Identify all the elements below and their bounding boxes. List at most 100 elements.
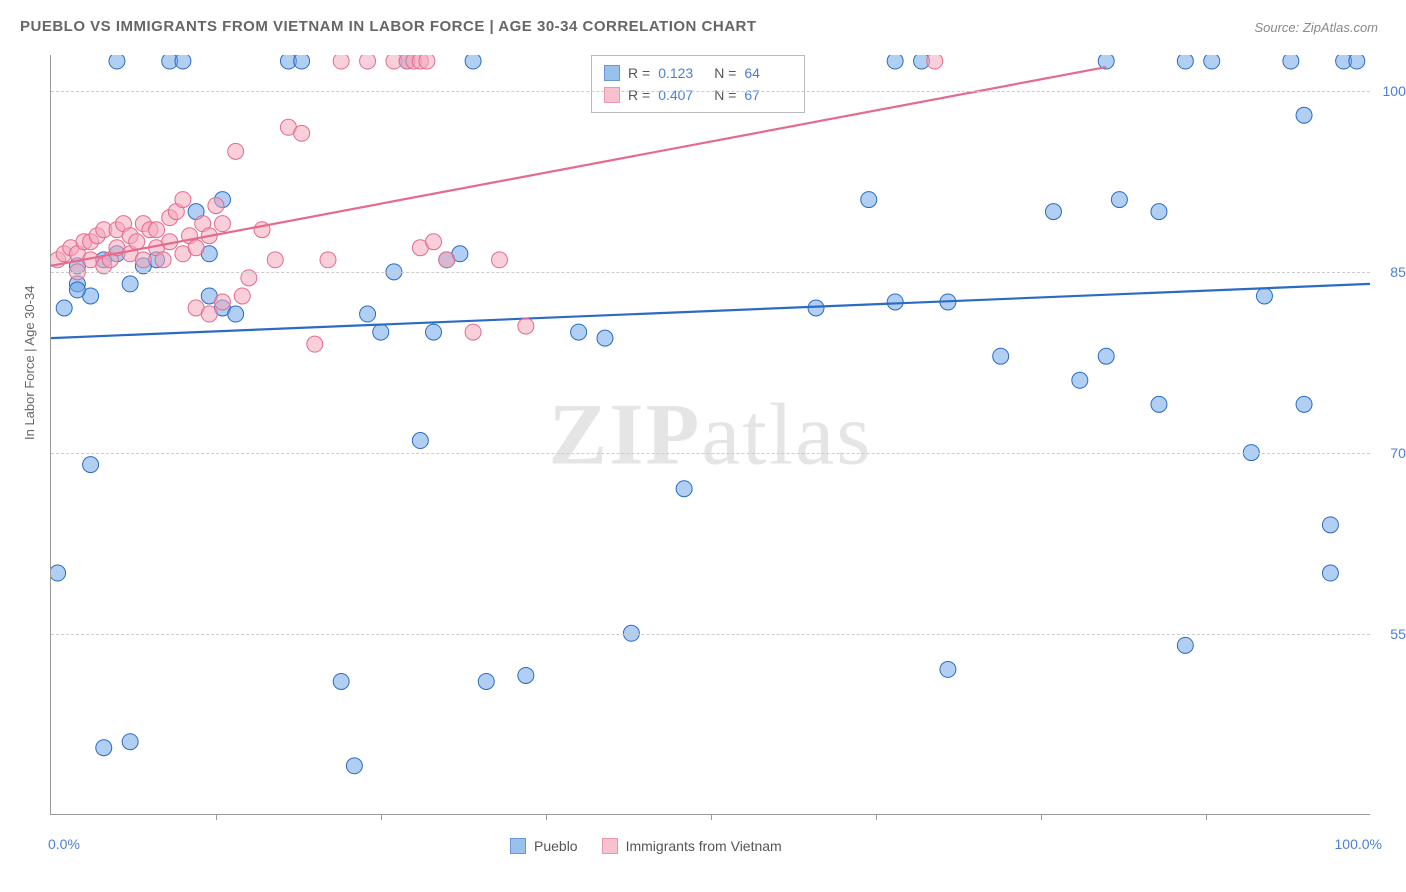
gridline [51, 272, 1370, 273]
plot-svg [51, 55, 1370, 814]
data-point [1151, 204, 1167, 220]
data-point [426, 324, 442, 340]
data-point [1204, 55, 1220, 69]
data-point [360, 306, 376, 322]
stats-row-pueblo: R = 0.123 N = 64 [604, 62, 792, 84]
y-tick-label: 100.0% [1383, 83, 1406, 99]
data-point [1256, 288, 1272, 304]
data-point [571, 324, 587, 340]
data-point [426, 234, 442, 250]
data-point [419, 55, 435, 69]
data-point [887, 55, 903, 69]
data-point [214, 216, 230, 232]
data-point [1177, 637, 1193, 653]
data-point [228, 143, 244, 159]
data-point [96, 740, 112, 756]
data-point [1322, 565, 1338, 581]
x-tick [876, 814, 877, 820]
data-point [1098, 55, 1114, 69]
data-point [927, 55, 943, 69]
data-point [465, 55, 481, 69]
data-point [69, 282, 85, 298]
plot-area: ZIPatlas R = 0.123 N = 64 R = 0.407 N = … [50, 55, 1370, 815]
data-point [1151, 396, 1167, 412]
data-point [294, 125, 310, 141]
data-point [412, 433, 428, 449]
data-point [518, 667, 534, 683]
y-tick-label: 70.0% [1390, 445, 1406, 461]
data-point [940, 661, 956, 677]
data-point [175, 192, 191, 208]
data-point [51, 565, 66, 581]
y-tick-label: 55.0% [1390, 626, 1406, 642]
data-point [676, 481, 692, 497]
data-point [346, 758, 362, 774]
stats-row-vietnam: R = 0.407 N = 67 [604, 84, 792, 106]
data-point [320, 252, 336, 268]
legend-bottom: Pueblo Immigrants from Vietnam [510, 838, 782, 854]
data-point [518, 318, 534, 334]
pueblo-legend-swatch-icon [510, 838, 526, 854]
data-point [333, 55, 349, 69]
data-point [188, 240, 204, 256]
data-point [109, 55, 125, 69]
vietnam-legend-swatch-icon [602, 838, 618, 854]
data-point [175, 55, 191, 69]
legend-label-vietnam: Immigrants from Vietnam [626, 838, 782, 854]
gridline [51, 453, 1370, 454]
data-point [307, 336, 323, 352]
data-point [333, 673, 349, 689]
data-point [208, 198, 224, 214]
data-point [234, 288, 250, 304]
x-tick [1206, 814, 1207, 820]
data-point [993, 348, 1009, 364]
x-tick [546, 814, 547, 820]
legend-label-pueblo: Pueblo [534, 838, 578, 854]
data-point [155, 252, 171, 268]
data-point [491, 252, 507, 268]
stats-legend-box: R = 0.123 N = 64 R = 0.407 N = 67 [591, 55, 805, 113]
y-axis-label: In Labor Force | Age 30-34 [22, 286, 37, 440]
correlation-chart: PUEBLO VS IMMIGRANTS FROM VIETNAM IN LAB… [0, 0, 1406, 892]
data-point [1349, 55, 1365, 69]
data-point [1111, 192, 1127, 208]
x-tick [381, 814, 382, 820]
gridline [51, 634, 1370, 635]
data-point [360, 55, 376, 69]
data-point [373, 324, 389, 340]
data-point [294, 55, 310, 69]
data-point [1322, 517, 1338, 533]
vietnam-swatch-icon [604, 87, 620, 103]
data-point [228, 306, 244, 322]
data-point [597, 330, 613, 346]
data-point [1072, 372, 1088, 388]
data-point [122, 734, 138, 750]
x-axis-max-label: 100.0% [1335, 836, 1382, 852]
source-attribution: Source: ZipAtlas.com [1254, 20, 1378, 35]
data-point [122, 276, 138, 292]
data-point [56, 300, 72, 316]
data-point [1098, 348, 1114, 364]
x-tick [711, 814, 712, 820]
gridline [51, 91, 1370, 92]
x-tick [1041, 814, 1042, 820]
data-point [214, 294, 230, 310]
x-tick [216, 814, 217, 820]
data-point [149, 222, 165, 238]
chart-title: PUEBLO VS IMMIGRANTS FROM VIETNAM IN LAB… [20, 18, 757, 35]
data-point [439, 252, 455, 268]
data-point [1296, 396, 1312, 412]
y-tick-label: 85.0% [1390, 264, 1406, 280]
data-point [83, 457, 99, 473]
pueblo-swatch-icon [604, 65, 620, 81]
data-point [201, 306, 217, 322]
data-point [1283, 55, 1299, 69]
data-point [267, 252, 283, 268]
data-point [1045, 204, 1061, 220]
x-axis-min-label: 0.0% [48, 836, 80, 852]
legend-item-vietnam: Immigrants from Vietnam [602, 838, 782, 854]
data-point [129, 234, 145, 250]
data-point [135, 252, 151, 268]
legend-item-pueblo: Pueblo [510, 838, 578, 854]
data-point [465, 324, 481, 340]
